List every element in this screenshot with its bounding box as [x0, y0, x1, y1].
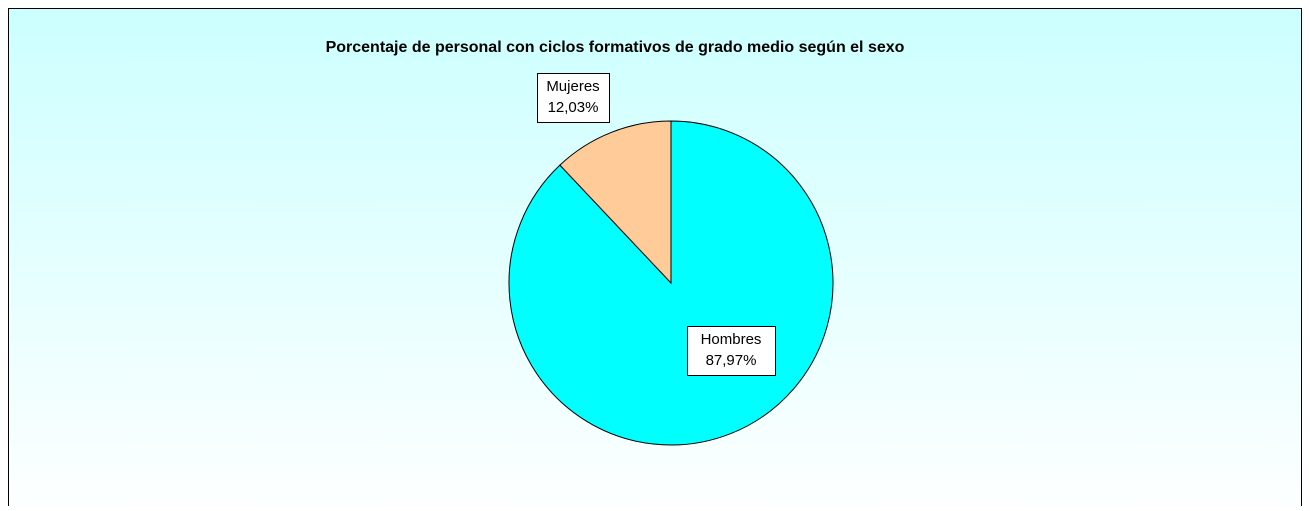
slice-value-label: 87,97%: [706, 352, 757, 369]
label-box: [537, 73, 610, 123]
slice-label: Mujeres: [546, 78, 599, 95]
slice-label: Hombres: [701, 331, 762, 348]
chart-title: Porcentaje de personal con ciclos format…: [326, 39, 905, 56]
label-box: [687, 326, 776, 376]
slice-value-label: 12,03%: [548, 99, 599, 116]
pie-slice: [559, 120, 672, 285]
